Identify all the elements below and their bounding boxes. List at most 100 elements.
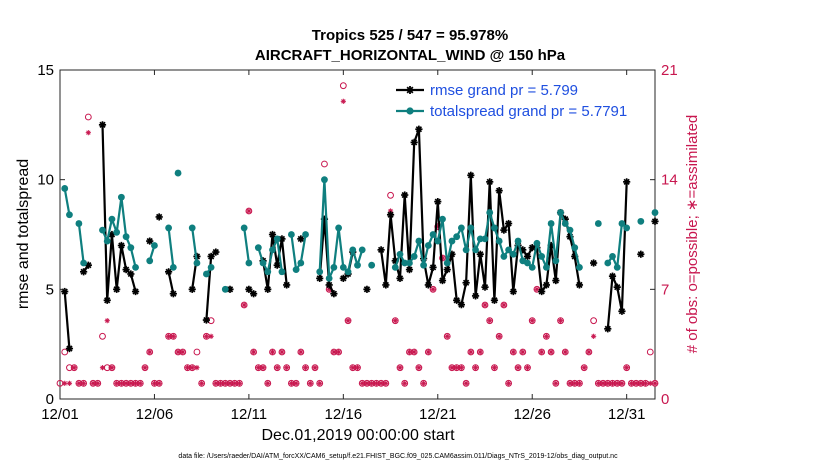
obs-assimilated-marker xyxy=(269,349,276,355)
obs-possible-marker xyxy=(538,348,546,356)
obs-possible-marker xyxy=(491,364,498,372)
y2-tick-label: 7 xyxy=(661,281,669,298)
rmse-point xyxy=(438,276,447,285)
totalspread-line xyxy=(243,227,250,264)
x-tick-label: 12/11 xyxy=(231,406,267,423)
x-tick-label: 12/21 xyxy=(419,406,457,423)
obs-assimilated-marker xyxy=(491,365,498,371)
rmse-point xyxy=(486,178,494,186)
obs-possible-marker xyxy=(306,379,314,387)
plot-area xyxy=(59,69,656,400)
obs-assimilated-marker xyxy=(312,365,318,371)
obs-assimilated-marker xyxy=(85,130,91,136)
legend-totalspread: totalspread grand pr = 5.7791 xyxy=(430,103,627,120)
rmse-point xyxy=(623,178,631,186)
rmse-point xyxy=(509,287,517,296)
data-file-footnote: data file: /Users/raeder/DAI/ATM_forcXX/… xyxy=(178,453,618,460)
obs-possible-marker xyxy=(585,348,593,356)
totalspread-line xyxy=(318,178,364,280)
totalspread-point xyxy=(528,264,536,271)
totalspread-point xyxy=(495,237,503,245)
totalspread-point xyxy=(321,176,328,184)
totalspread-point xyxy=(514,237,522,245)
y-tick-label: 5 xyxy=(46,281,54,298)
obs-assimilated-marker xyxy=(397,365,403,371)
obs-assimilated-marker xyxy=(364,380,370,386)
rmse-point xyxy=(103,296,111,304)
y2-tick-label: 0 xyxy=(661,391,669,408)
obs-assimilated-marker xyxy=(302,365,309,371)
obs-assimilated-marker xyxy=(350,365,356,371)
rmse-point xyxy=(604,325,612,333)
rmse-point xyxy=(188,285,196,293)
obs-assimilated-marker xyxy=(236,380,243,386)
obs-assimilated-marker xyxy=(553,380,559,386)
obs-assimilated-marker xyxy=(359,380,365,386)
obs-assimilated-marker xyxy=(421,380,427,386)
obs-assimilated-marker xyxy=(373,380,379,386)
legend-rmse: rmse grand pr = 5.799 xyxy=(430,82,578,99)
obs-assimilated-marker xyxy=(543,333,549,339)
obs-possible-marker xyxy=(472,364,479,372)
totalspread-point xyxy=(491,224,498,232)
rmse-point xyxy=(401,191,409,199)
rmse-point xyxy=(608,272,617,280)
totalspread-point xyxy=(547,220,555,227)
totalspread-point xyxy=(292,266,300,273)
totalspread-point xyxy=(344,268,352,276)
obs-assimilated-marker xyxy=(638,380,644,386)
totalspread-point xyxy=(538,253,546,260)
obs-possible-marker xyxy=(519,348,527,356)
rmse-point xyxy=(226,285,234,293)
obs-assimilated-marker xyxy=(114,380,120,386)
rmse-point xyxy=(523,252,532,261)
totalspread-point xyxy=(420,261,428,269)
totalspread-point xyxy=(113,228,121,236)
rmse-point xyxy=(155,213,163,221)
totalspread-point xyxy=(410,253,418,260)
obs-assimilated-marker xyxy=(454,365,460,371)
rmse-point xyxy=(443,265,451,274)
totalspread-line xyxy=(191,227,198,264)
obs-assimilated-marker xyxy=(458,365,464,371)
totalspread-point xyxy=(188,224,196,232)
rmse-point xyxy=(651,217,659,225)
rmse-point xyxy=(207,252,215,261)
obs-possible-marker xyxy=(429,285,437,293)
rmse-point xyxy=(325,281,333,289)
rmse-point xyxy=(575,281,584,289)
obs-assimilated-marker xyxy=(194,365,200,371)
totalspread-point xyxy=(561,220,569,227)
obs-assimilated-marker xyxy=(175,349,181,355)
obs-assimilated-marker xyxy=(208,333,214,339)
rmse-point xyxy=(500,226,508,234)
rmse-point xyxy=(122,265,130,274)
x-tick-label: 12/01 xyxy=(41,406,79,423)
totalspread-point xyxy=(349,246,357,254)
obs-assimilated-marker xyxy=(132,380,139,386)
obs-assimilated-marker xyxy=(416,365,422,371)
totalspread-point xyxy=(259,259,267,267)
obs-assimilated-marker xyxy=(199,380,205,386)
totalspread-point xyxy=(651,209,659,216)
obs-possible-marker xyxy=(316,379,324,387)
totalspread-point xyxy=(401,259,409,267)
rmse-point xyxy=(396,274,404,282)
totalspread-point xyxy=(99,226,106,234)
rmse-point xyxy=(495,187,503,195)
x-tick-label: 12/06 xyxy=(136,406,174,423)
obs-assimilated-marker xyxy=(548,349,554,355)
obs-assimilated-marker xyxy=(506,380,512,386)
rmse-point xyxy=(552,276,560,285)
y2-tick-label: 14 xyxy=(661,172,678,189)
y2-axis-label: # of obs: o=possible; ∗=assimilated xyxy=(684,115,701,354)
totalspread-point xyxy=(325,274,333,282)
rmse-point xyxy=(542,281,550,289)
obs-assimilated-marker xyxy=(576,380,583,386)
totalspread-point xyxy=(169,264,177,271)
rmse-point xyxy=(490,296,499,304)
obs-assimilated-marker xyxy=(609,380,616,386)
obs-assimilated-marker xyxy=(392,318,398,324)
rmse-point xyxy=(131,287,140,296)
totalspread-line xyxy=(77,223,85,264)
